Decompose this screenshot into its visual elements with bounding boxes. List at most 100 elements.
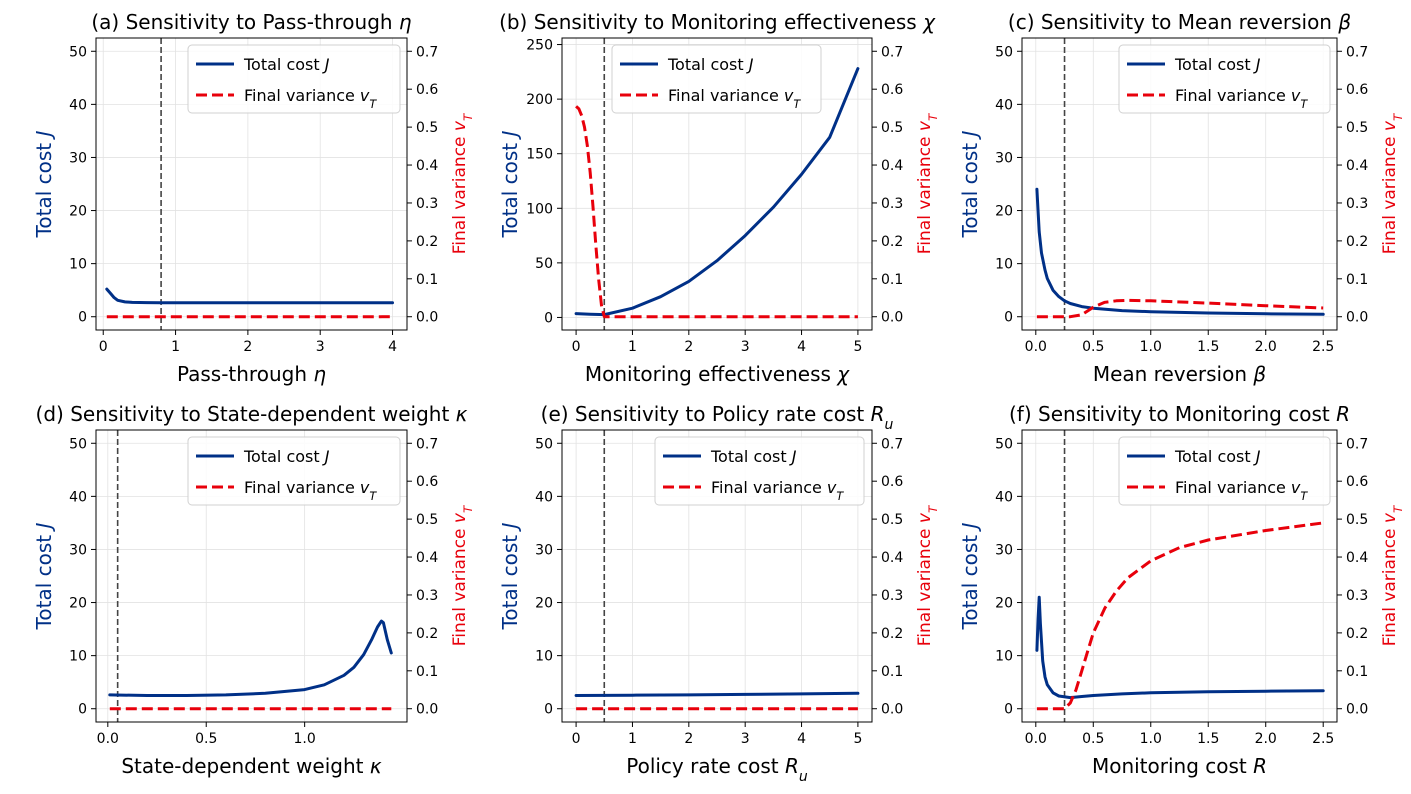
legend-label: Total cost J xyxy=(1174,55,1261,74)
panel-3: 0.0 0.5 1.0 1.5 2.0 2.5 0 10 20 30 40 50 0.0 0.1 0.2 0.… xyxy=(958,10,1405,386)
legend-label: Final variance vT xyxy=(244,86,377,111)
legend-label: Final variance vT xyxy=(711,478,844,503)
y2-tick-label: 0.7 xyxy=(416,436,438,452)
y2-tick-label: 0.5 xyxy=(1346,512,1368,528)
x-tick-label: 4 xyxy=(797,731,806,747)
x-tick-label: 1.0 xyxy=(294,731,316,747)
y-tick-label: 250 xyxy=(526,38,553,54)
panel-4: 0.0 0.5 1.0 0 10 20 30 40 50 0.0 0.1 0.2 0.3 0.4 0.5 0.… xyxy=(32,402,475,778)
legend: Total cost J Final variance vT xyxy=(611,44,822,114)
y-axis-label: Total cost J xyxy=(498,130,522,238)
chart-title: (e) Sensitivity to Policy rate cost Ru xyxy=(541,402,894,433)
y2-tick-label: 0.2 xyxy=(416,234,438,250)
legend-box xyxy=(611,44,822,114)
y2-tick-label: 0.5 xyxy=(416,512,438,528)
y2-tick-label: 0.0 xyxy=(1346,702,1368,718)
y2-tick-label: 0.1 xyxy=(416,664,438,680)
y-tick-label: 0 xyxy=(1004,310,1013,326)
y2-tick-label: 0.7 xyxy=(1346,436,1368,452)
legend-box xyxy=(1118,436,1331,506)
x-tick-label: 0.5 xyxy=(195,731,217,747)
x-tick-label: 0.5 xyxy=(1082,731,1104,747)
y-axis-label: Total cost J xyxy=(958,522,982,630)
x-axis-label: Pass-through η xyxy=(177,362,326,386)
y2-tick-label: 0.2 xyxy=(881,234,903,250)
legend-box xyxy=(187,44,401,114)
y2-tick-label: 0.5 xyxy=(416,120,438,136)
y2-tick-label: 0.4 xyxy=(416,158,438,174)
y2-tick-label: 0.7 xyxy=(1346,44,1368,60)
y2-tick-label: 0.3 xyxy=(416,588,438,604)
y2-axis-label: Final variance vT xyxy=(1380,112,1405,254)
y-axis-label: Total cost J xyxy=(32,522,56,630)
plot-frame xyxy=(95,37,408,331)
plot-frame xyxy=(1021,37,1338,331)
x-tick-label: 0.0 xyxy=(97,731,119,747)
y-tick-label: 20 xyxy=(69,596,87,612)
y2-tick-label: 0.2 xyxy=(881,626,903,642)
y-tick-label: 40 xyxy=(69,489,87,505)
y2-tick-label: 0.5 xyxy=(881,120,903,136)
y2-tick-label: 0.5 xyxy=(881,512,903,528)
total-cost-line xyxy=(1035,595,1325,700)
panel-6: 0.0 0.5 1.0 1.5 2.0 2.5 0 10 20 30 40 50 0.0 0.1 0.2 0.… xyxy=(958,402,1405,778)
y-tick-label: 20 xyxy=(995,204,1013,220)
y2-tick-label: 0.3 xyxy=(1346,588,1368,604)
plot-frame xyxy=(95,429,408,723)
y-axis-label: Total cost J xyxy=(32,130,56,238)
plot-frame xyxy=(561,429,873,723)
legend-box xyxy=(1118,44,1331,114)
x-tick-label: 0.5 xyxy=(1082,339,1104,355)
legend-box xyxy=(187,436,401,506)
y-tick-label: 50 xyxy=(535,436,553,452)
y2-tick-label: 0.7 xyxy=(881,436,903,452)
legend: Total cost J Final variance vT xyxy=(187,436,401,506)
y2-tick-label: 0.4 xyxy=(881,158,903,174)
x-tick-label: 0.0 xyxy=(1025,339,1047,355)
y2-axis-label: Final variance vT xyxy=(450,112,475,254)
legend: Total cost J Final variance vT xyxy=(1118,44,1331,114)
y-tick-label: 40 xyxy=(995,97,1013,113)
y-tick-label: 0 xyxy=(1004,702,1013,718)
final-variance-line xyxy=(1036,521,1324,711)
legend: Total cost J Final variance vT xyxy=(1118,436,1331,506)
y2-tick-label: 0.6 xyxy=(881,82,903,98)
legend-label: Total cost J xyxy=(710,447,797,466)
x-tick-label: 1.5 xyxy=(1197,339,1219,355)
y-tick-label: 50 xyxy=(995,436,1013,452)
y2-tick-label: 0.3 xyxy=(416,196,438,212)
x-tick-label: 1.0 xyxy=(1140,339,1162,355)
x-tick-label: 2.5 xyxy=(1312,731,1334,747)
y2-tick-label: 0.2 xyxy=(416,626,438,642)
legend-box xyxy=(654,436,865,506)
y2-tick-label: 0.1 xyxy=(416,272,438,288)
x-axis-label: Mean reversion β xyxy=(1093,362,1267,386)
chart-title: (a) Sensitivity to Pass-through η xyxy=(91,10,412,34)
y2-tick-label: 0.0 xyxy=(416,310,438,326)
chart-title: (d) Sensitivity to State-dependent weigh… xyxy=(36,402,468,426)
final-variance-line xyxy=(575,105,858,319)
y2-axis-label: Final variance vT xyxy=(450,504,475,646)
y2-tick-label: 0.0 xyxy=(1346,310,1368,326)
legend-label: Total cost J xyxy=(243,55,330,74)
y2-tick-label: 0.4 xyxy=(1346,550,1368,566)
y2-tick-label: 0.1 xyxy=(1346,664,1368,680)
y2-tick-label: 0.6 xyxy=(416,82,438,98)
plot-frame xyxy=(1021,429,1338,723)
y-tick-label: 50 xyxy=(995,44,1013,60)
y2-tick-label: 0.4 xyxy=(1346,158,1368,174)
y2-axis-label: Final variance vT xyxy=(1380,504,1405,646)
y2-tick-label: 0.3 xyxy=(1346,196,1368,212)
y-tick-label: 10 xyxy=(69,649,87,665)
y-axis-label: Total cost J xyxy=(498,522,522,630)
y2-tick-label: 0.1 xyxy=(881,664,903,680)
y-tick-label: 30 xyxy=(535,542,553,558)
y2-tick-label: 0.6 xyxy=(416,474,438,490)
x-tick-label: 2.5 xyxy=(1312,339,1334,355)
y-tick-label: 30 xyxy=(69,150,87,166)
y-tick-label: 200 xyxy=(526,92,553,108)
x-tick-label: 3 xyxy=(741,731,750,747)
y2-tick-label: 0.6 xyxy=(881,474,903,490)
y2-tick-label: 0.2 xyxy=(1346,626,1368,642)
y-axis-label: Total cost J xyxy=(958,130,982,238)
